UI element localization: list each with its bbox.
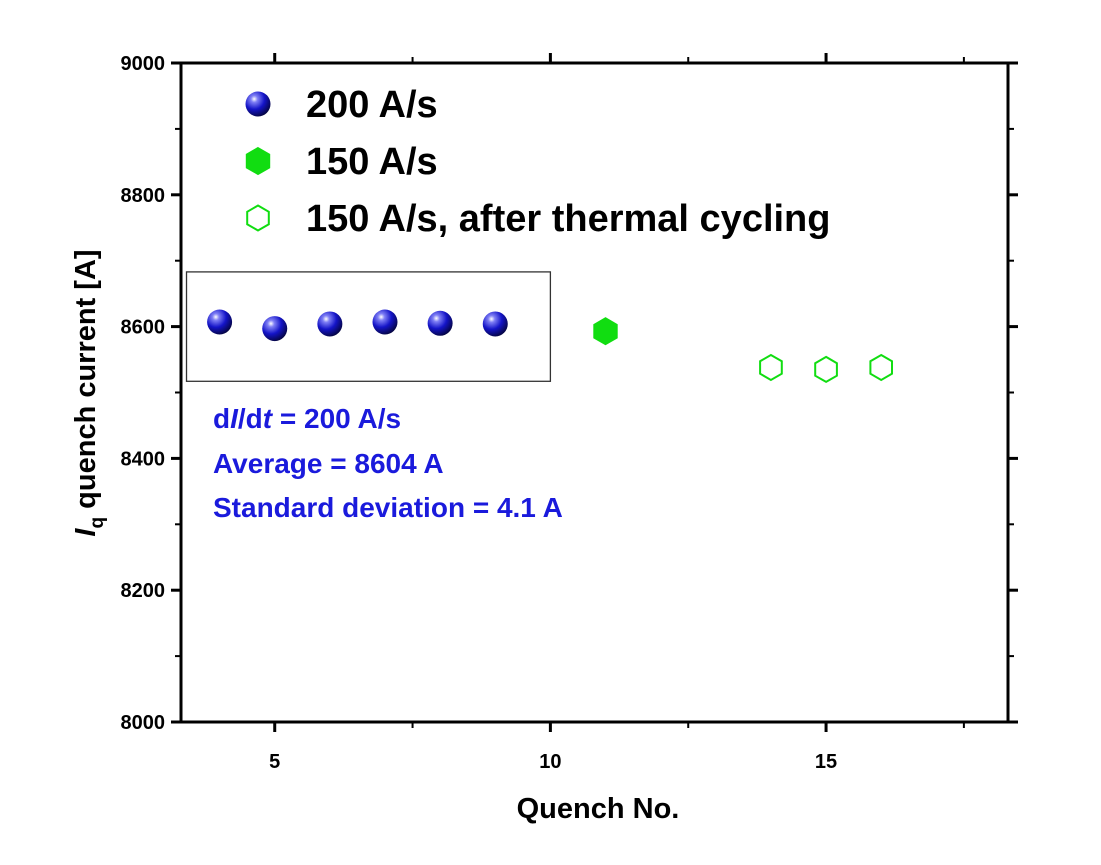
legend: 200 A/s 150 A/s 150 A/s, after thermal c… [245,84,831,240]
annotation-block: dI/dt = 200 A/s Average = 8604 A Standar… [213,403,563,523]
data-point-s0-2 [317,311,343,337]
x-tick-label: 5 [269,751,280,773]
rate-suffix: = 200 A/s [272,403,401,434]
rate-symbol: I [230,403,239,434]
legend-marker-1 [245,146,271,176]
data-point-s0-5 [482,311,508,337]
y-tick-label: 8200 [121,580,166,602]
rate-prefix: d [213,403,230,434]
legend-label-200: 200 A/s [306,84,438,126]
highlight-box [185,271,552,382]
data-point-s2-1 [814,355,838,384]
data-point-s0-0 [207,309,233,335]
rate-t: t [263,403,274,434]
y-tick-label: 9000 [121,53,166,75]
y-axis-text: quench current [A] [70,249,102,516]
y-tick-label: 8400 [121,448,166,470]
y-tick-label: 8000 [121,712,166,734]
legend-marker-2 [246,204,270,232]
data-point-s0-4 [427,310,453,336]
x-tick-label: 10 [539,751,561,773]
data-point-s2-0 [759,353,783,382]
y-axis-symbol: I [70,528,102,537]
y-axis-subscript: q [87,517,108,529]
data-point-s1-0 [593,317,618,346]
data-point-s0-1 [262,316,288,342]
y-tick-label: 8600 [121,317,166,339]
annotation-rate: dI/dt = 200 A/s [213,403,401,434]
data-point-s0-3 [372,309,398,335]
x-axis-title: Quench No. [517,793,680,825]
y-tick-label: 8800 [121,185,166,207]
data-point-s2-2 [869,353,893,382]
annotation-average: Average = 8604 A [213,448,444,479]
legend-label-150: 150 A/s [306,141,438,183]
x-tick-label: 15 [815,751,837,773]
annotation-stdev: Standard deviation = 4.1 A [213,492,563,523]
y-axis-title: Iq quench current [A] [70,249,108,536]
rate-slash: /d [238,403,263,434]
legend-marker-0 [245,91,271,117]
legend-label-150-thermal: 150 A/s, after thermal cycling [306,198,831,240]
